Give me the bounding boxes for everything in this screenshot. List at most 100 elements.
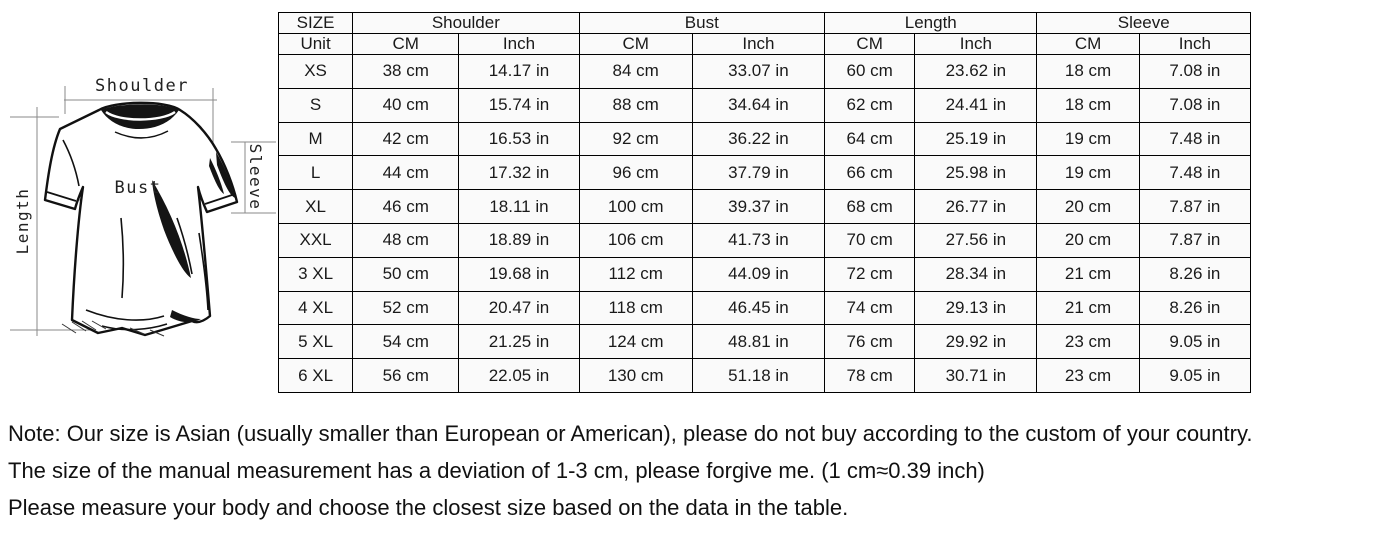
measurement-cell: 66 cm — [824, 155, 916, 191]
size-label-cell: XL — [277, 189, 354, 224]
col-header-size: SIZE — [277, 12, 354, 34]
shading-folds — [152, 152, 235, 323]
note-line-1: Note: Our size is Asian (usually smaller… — [8, 421, 1253, 446]
right-cuff-band — [204, 193, 236, 205]
measurement-cell: 15.74 in — [458, 87, 580, 123]
measurement-cell: 16.53 in — [458, 121, 580, 157]
measurement-cell: 23 cm — [1036, 324, 1140, 360]
size-table-row: S 40 cm 15.74 in 88 cm 34.64 in 62 cm 24.41 in… — [277, 87, 1252, 123]
measurement-cell: 118 cm — [578, 290, 693, 326]
unit-header-cell: Inch — [458, 33, 580, 55]
measurement-cell: 18 cm — [1036, 87, 1140, 123]
measurement-cell: 39.37 in — [691, 189, 826, 224]
measurement-cell: 27.56 in — [914, 222, 1038, 258]
unit-header-cell: Inch — [914, 33, 1038, 55]
measurement-cell: 17.32 in — [458, 155, 580, 191]
measurement-cell: 40 cm — [352, 87, 460, 123]
measurement-cell: 70 cm — [824, 222, 916, 258]
measurement-cell: 7.08 in — [1138, 87, 1252, 123]
measurement-cell: 100 cm — [578, 189, 693, 224]
measurement-cell: 23.62 in — [914, 54, 1038, 89]
measurement-cell: 48.81 in — [691, 324, 826, 360]
measurement-cell: 72 cm — [824, 256, 916, 292]
col-header-sleeve: Sleeve — [1036, 12, 1251, 34]
measurement-cell: 56 cm — [352, 358, 460, 393]
size-table-row: 6 XL 56 cm 22.05 in 130 cm 51.18 in 78 cm 30.7… — [277, 358, 1252, 393]
measurement-cell: 62 cm — [824, 87, 916, 123]
measurement-cell: 29.92 in — [914, 324, 1038, 360]
measurement-cell: 38 cm — [352, 54, 460, 89]
collar-rib-line — [105, 110, 176, 121]
measurement-cell: 7.87 in — [1138, 222, 1252, 258]
measurement-cell: 21 cm — [1036, 256, 1140, 292]
size-table-row: L 44 cm 17.32 in 96 cm 37.79 in 66 cm 25.98 in… — [277, 155, 1252, 191]
measurement-cell: 78 cm — [824, 358, 916, 393]
sleeve-label: Sleeve — [246, 144, 265, 211]
unit-header-cell: Unit — [277, 33, 354, 55]
size-table-row: 4 XL 52 cm 20.47 in 118 cm 46.45 in 74 cm 29.1… — [277, 290, 1252, 326]
note-line-3: Please measure your body and choose the … — [8, 495, 849, 520]
size-label-cell: 6 XL — [277, 358, 354, 393]
size-label-cell: M — [277, 121, 354, 157]
unit-header-cell: CM — [824, 33, 916, 55]
measurement-cell: 52 cm — [352, 290, 460, 326]
under-collar-crease — [114, 130, 169, 139]
size-table-row: XXL 48 cm 18.89 in 106 cm 41.73 in 70 cm 27.56… — [277, 222, 1252, 258]
measurement-cell: 20 cm — [1036, 189, 1140, 224]
unit-header-cell: CM — [1036, 33, 1140, 55]
measurement-cell: 124 cm — [578, 324, 693, 360]
measurement-cell: 84 cm — [578, 54, 693, 89]
measurement-cell: 18.11 in — [458, 189, 580, 224]
size-table-row: XS 38 cm 14.17 in 84 cm 33.07 in 60 cm 23.62 i… — [277, 54, 1252, 89]
size-table-row: 5 XL 54 cm 21.25 in 124 cm 48.81 in 76 cm 29.9… — [277, 324, 1252, 360]
measurement-cell: 68 cm — [824, 189, 916, 224]
measurement-cell: 22.05 in — [458, 358, 580, 393]
measurement-cell: 19 cm — [1036, 155, 1140, 191]
measurement-cell: 20.47 in — [458, 290, 580, 326]
bust-label: Bust — [115, 178, 162, 198]
measurement-cell: 64 cm — [824, 121, 916, 157]
measurement-cell: 19.68 in — [458, 256, 580, 292]
measurement-cell: 46 cm — [352, 189, 460, 224]
tshirt-measurement-diagram: Shoulder Bust Length Sleeve — [10, 76, 276, 337]
measurement-cell: 7.48 in — [1138, 155, 1252, 191]
measurement-cell: 9.05 in — [1138, 358, 1252, 393]
measurement-cell: 18.89 in — [458, 222, 580, 258]
measurement-cell: 44.09 in — [691, 256, 826, 292]
left-cuff-band — [46, 191, 77, 202]
measurement-cell: 41.73 in — [691, 222, 826, 258]
tshirt-drawing — [43, 101, 239, 337]
size-label-cell: 3 XL — [277, 256, 354, 292]
measurement-cell: 8.26 in — [1138, 290, 1252, 326]
measurement-cell: 74 cm — [824, 290, 916, 326]
measurement-cell: 21.25 in — [458, 324, 580, 360]
length-label: Length — [13, 188, 32, 255]
collar-fill — [101, 104, 179, 129]
measurement-cell: 37.79 in — [691, 155, 826, 191]
col-header-length: Length — [824, 12, 1038, 34]
measurement-cell: 54 cm — [352, 324, 460, 360]
note-line-2: The size of the manual measurement has a… — [8, 458, 985, 483]
measurement-cell: 25.19 in — [914, 121, 1038, 157]
measurement-cell: 76 cm — [824, 324, 916, 360]
size-notes: Note: Our size is Asian (usually smaller… — [8, 415, 1390, 526]
size-table-row: 3 XL 50 cm 19.68 in 112 cm 44.09 in 72 cm 28.3… — [277, 256, 1252, 292]
tshirt-outline — [43, 101, 239, 337]
measurement-cell: 42 cm — [352, 121, 460, 157]
col-header-shoulder: Shoulder — [352, 12, 580, 34]
size-table-row: M 42 cm 16.53 in 92 cm 36.22 in 64 cm 25.19 in… — [277, 121, 1252, 157]
measurement-cell: 26.77 in — [914, 189, 1038, 224]
size-chart-table: SIZE Shoulder Bust Length Sleeve Unit CM… — [277, 12, 1252, 393]
measurement-cell: 8.26 in — [1138, 256, 1252, 292]
measurement-cell: 106 cm — [578, 222, 693, 258]
measurement-cell: 36.22 in — [691, 121, 826, 157]
unit-header-cell: Inch — [1138, 33, 1252, 55]
size-table-row: XL 46 cm 18.11 in 100 cm 39.37 in 68 cm 26.77 … — [277, 189, 1252, 224]
measurement-cell: 7.87 in — [1138, 189, 1252, 224]
measurement-cell: 92 cm — [578, 121, 693, 157]
measurement-cell: 9.05 in — [1138, 324, 1252, 360]
measurement-cell: 19 cm — [1036, 121, 1140, 157]
shoulder-label: Shoulder — [95, 76, 189, 96]
unit-header-row: Unit CM Inch CM Inch CM Inch CM Inch — [277, 33, 1252, 55]
